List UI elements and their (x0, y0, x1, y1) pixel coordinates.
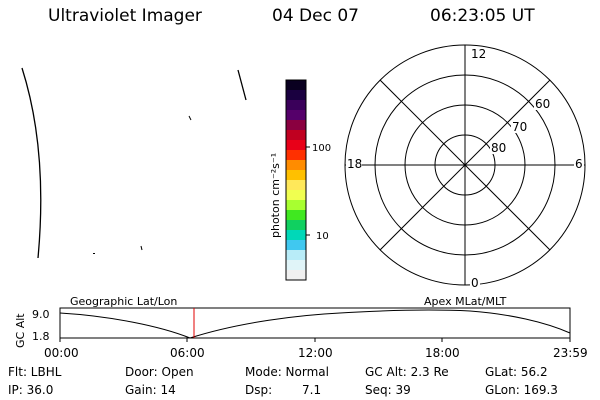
info-gain: Gain: 14 (125, 383, 176, 397)
timeline-xtick-1800: 18:00 (425, 346, 460, 360)
colorbar-tick-label-10: 10 (316, 231, 329, 242)
timeline-ylabel: GC Alt (14, 313, 27, 348)
app-title: Ultraviolet Imager (48, 6, 202, 26)
colorbar-segment (286, 150, 306, 161)
info-mode: Mode: Normal (245, 365, 329, 379)
timeline-xtick-2359: 23:59 (553, 346, 588, 360)
info-ip: IP: 36.0 (8, 383, 53, 397)
colorbar-segment (286, 270, 306, 281)
info-flt: Flt: LBHL (8, 365, 62, 379)
info-seq: Seq: 39 (365, 383, 411, 397)
image-limb-arc-right (237, 69, 247, 101)
info-gc-alt: GC Alt: 2.3 Re (365, 365, 449, 379)
colorbar-segment (286, 130, 306, 141)
colorbar-segment (286, 180, 306, 191)
colorbar-tick-label-100: 100 (312, 143, 331, 154)
colorbar-segment (286, 260, 306, 271)
polar-ring-label-60: 60 (535, 97, 550, 111)
colorbar-segment (286, 80, 306, 91)
colorbar-segment (286, 160, 306, 171)
info-dsp-label: Dsp: (245, 383, 272, 397)
polar-diagonal-2 (379, 79, 551, 251)
colorbar-segment (286, 230, 306, 241)
info-glat: GLat: 56.2 (485, 365, 548, 379)
info-dsp-value: 7.1 (302, 383, 321, 397)
polar-label-18: 18 (347, 157, 362, 171)
polar-ring-label-70: 70 (512, 120, 527, 134)
colorbar-segment (286, 200, 306, 211)
image-limb-arc (21, 67, 42, 259)
timeline-right-label: Apex MLat/MLT (424, 295, 507, 308)
colorbar (286, 80, 306, 281)
colorbar-segment (286, 90, 306, 101)
image-tick-mark-2 (140, 245, 143, 251)
image-tick-mark (188, 115, 192, 121)
timeline-xtick-1200: 12:00 (298, 346, 333, 360)
polar-ring-label-80: 80 (491, 141, 506, 155)
colorbar-segment (286, 220, 306, 231)
timeline-xtick-0000: 00:00 (44, 346, 79, 360)
colorbar-segment (286, 120, 306, 131)
colorbar-segment (286, 110, 306, 121)
timeline-left-label: Geographic Lat/Lon (70, 295, 177, 308)
time-label: 06:23:05 UT (430, 6, 535, 26)
timeline-xtick-0600: 06:00 (170, 346, 205, 360)
colorbar-segment (286, 190, 306, 201)
info-door: Door: Open (125, 365, 194, 379)
polar-label-0: 0 (471, 276, 479, 290)
colorbar-segment (286, 170, 306, 181)
colorbar-segment (286, 100, 306, 111)
polar-label-12: 12 (471, 47, 486, 61)
info-glon: GLon: 169.3 (485, 383, 558, 397)
image-dot (93, 253, 95, 254)
date-label: 04 Dec 07 (272, 6, 359, 26)
polar-label-6: 6 (575, 157, 583, 171)
timeline-altitude-curve (59, 309, 571, 339)
timeline-ytick-1.8: 1.8 (32, 330, 50, 343)
polar-plot (344, 44, 586, 286)
colorbar-segment (286, 240, 306, 251)
colorbar-segment (286, 140, 306, 151)
colorbar-label: photon cm⁻²s⁻¹ (269, 153, 282, 238)
colorbar-segment (286, 250, 306, 261)
colorbar-frame (285, 79, 307, 281)
timeline-ytick-9: 9.0 (32, 308, 50, 321)
colorbar-segment (286, 210, 306, 221)
